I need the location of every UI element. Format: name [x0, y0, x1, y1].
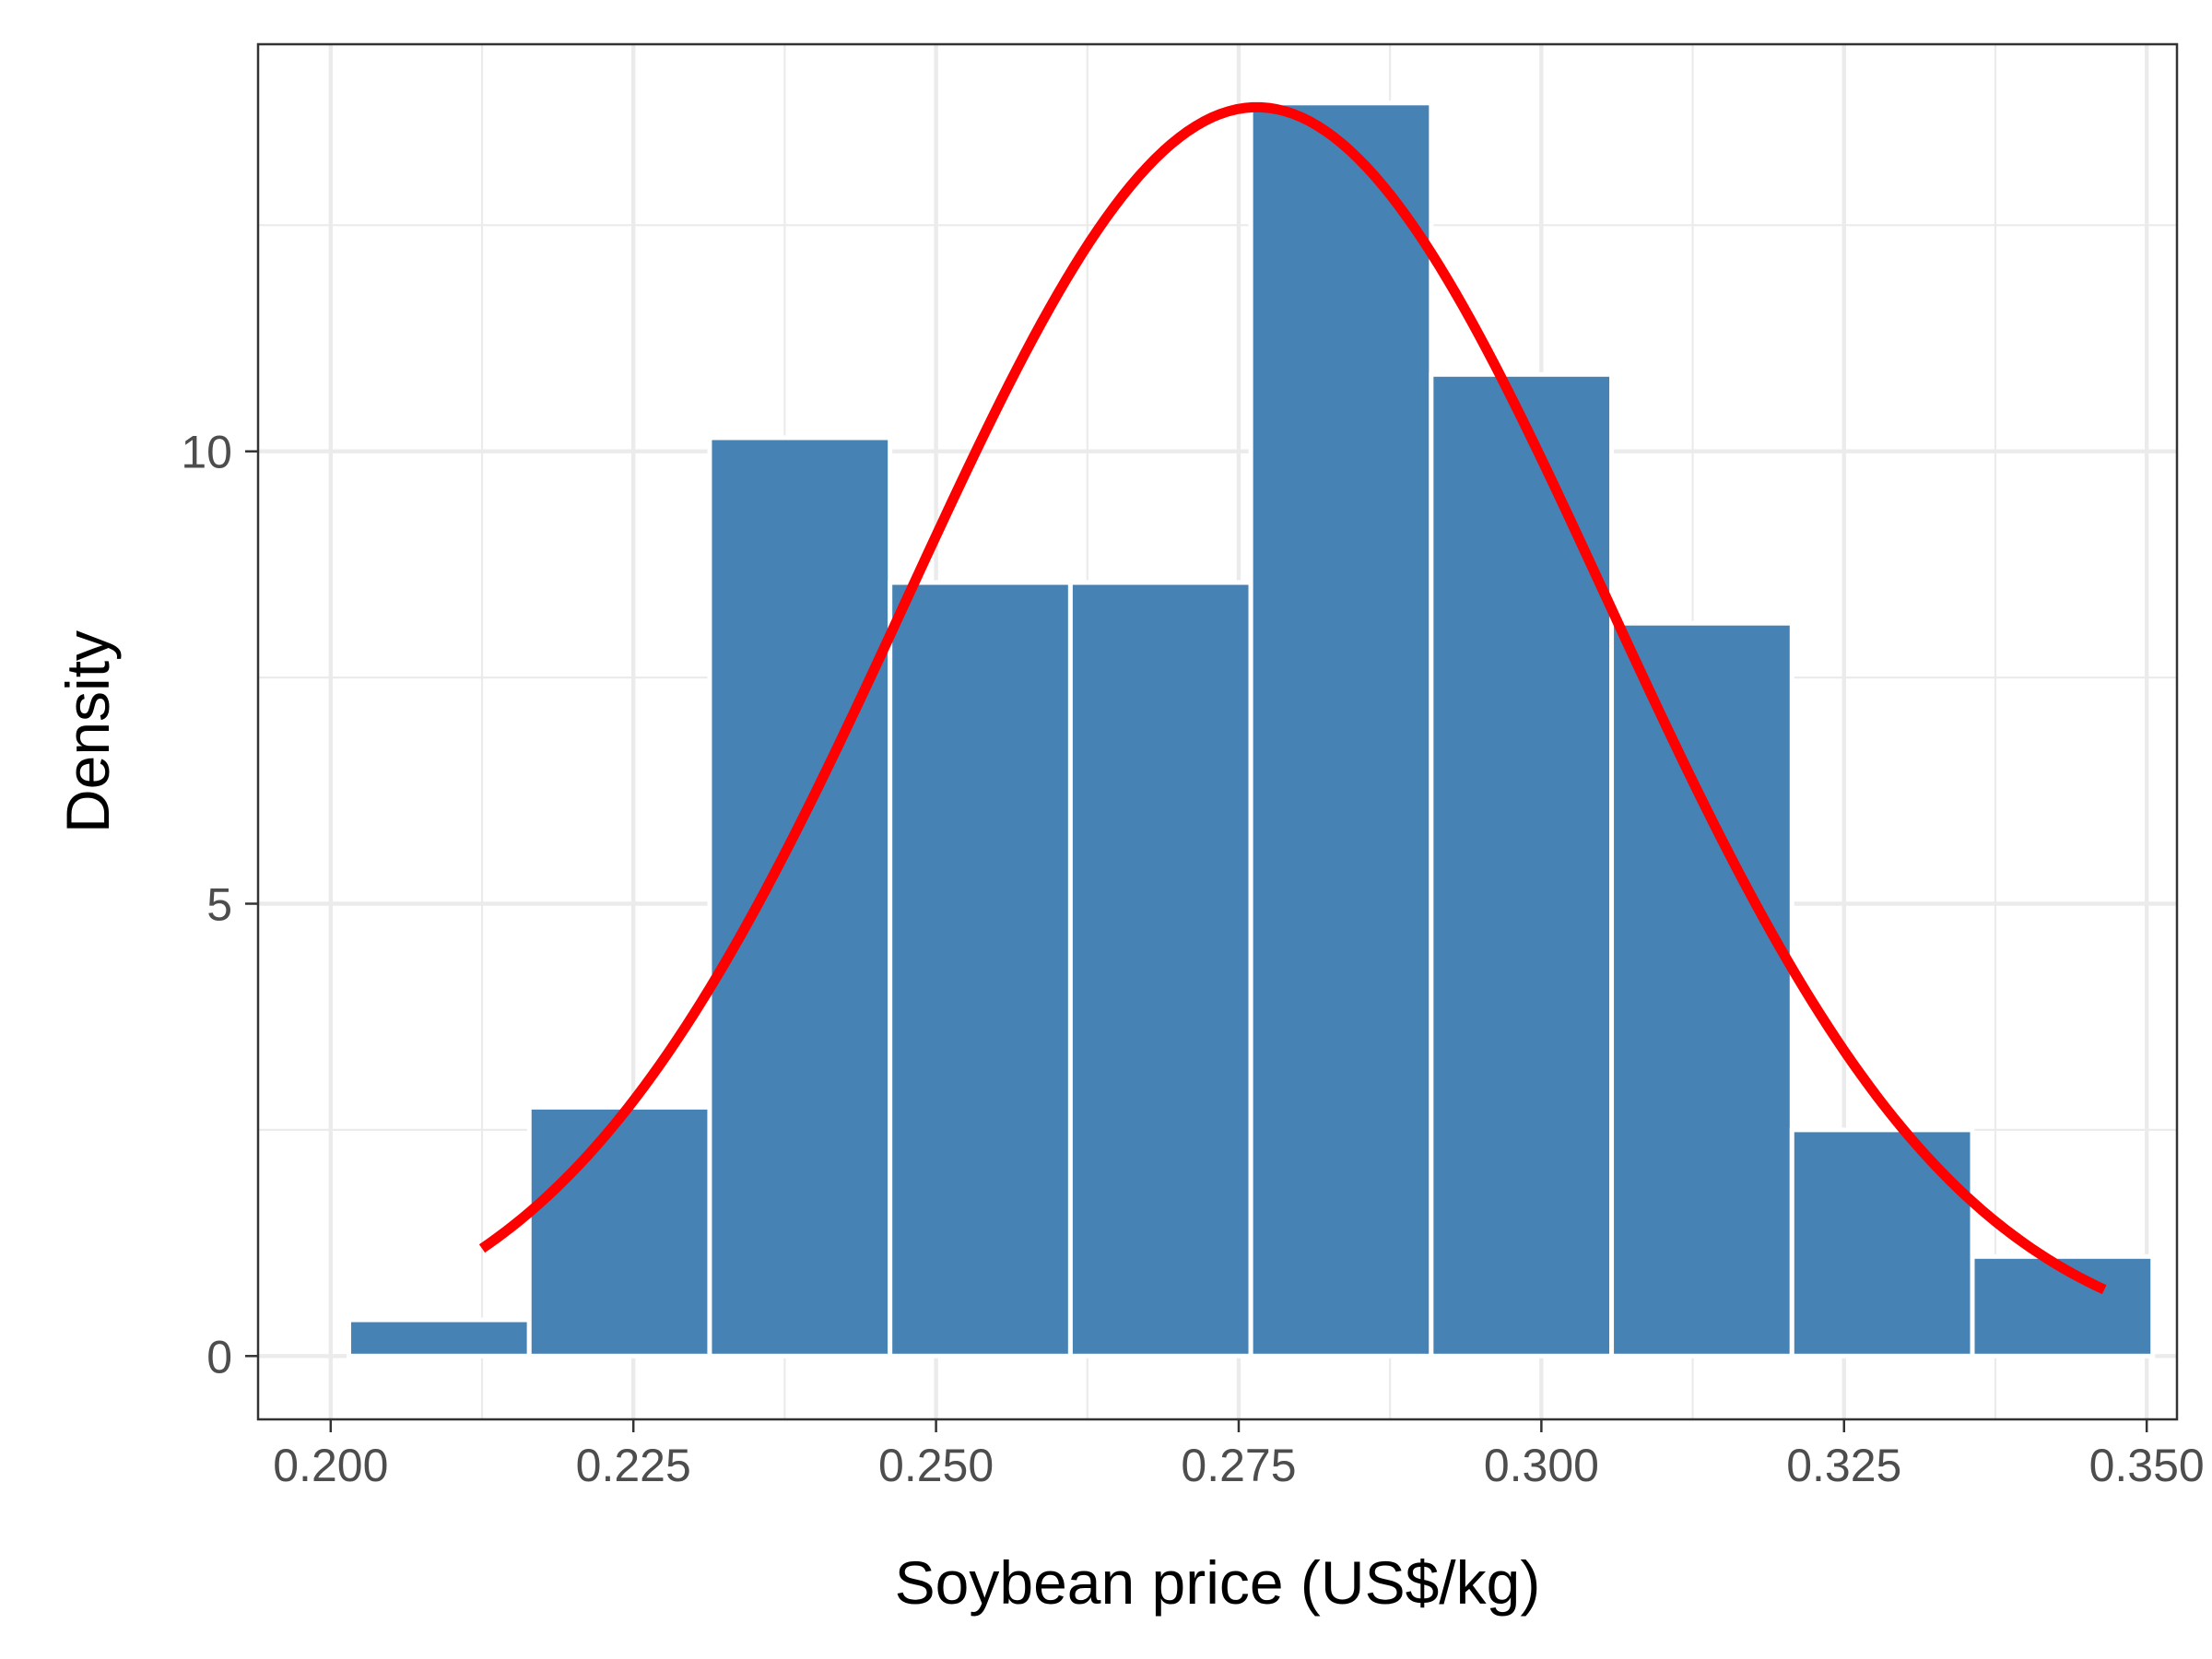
x-tick-labels: 0.200 0.225 0.250 0.275 0.300 0.325 0.350: [273, 1440, 2204, 1491]
x-tick-label-2: 0.250: [878, 1440, 994, 1491]
x-tick-label-4: 0.300: [1484, 1440, 1599, 1491]
histogram-bars: [347, 100, 2156, 1359]
histogram-bar-5: [1248, 100, 1434, 1359]
axis-ticks: [245, 450, 2148, 1432]
histogram-bar-2: [707, 435, 893, 1359]
histogram-bar-3: [888, 580, 1073, 1359]
histogram-bar-6: [1429, 371, 1615, 1359]
x-tick-label-6: 0.350: [2089, 1440, 2205, 1491]
histogram-bar-0: [347, 1317, 532, 1359]
normal-density-curve: [478, 101, 2107, 1295]
panel-border: [256, 42, 2179, 1421]
x-tick-label-5: 0.325: [1786, 1440, 1901, 1491]
histogram-bar-7: [1609, 620, 1794, 1359]
x-axis-title: Soybean price (US$/kg): [895, 1548, 1541, 1617]
histogram-bar-8: [1789, 1127, 1975, 1359]
x-tick-label-1: 0.225: [576, 1440, 691, 1491]
y-axis-title: Density: [53, 630, 122, 833]
histogram-bar-4: [1067, 580, 1253, 1359]
y-tick-label-0: 0: [206, 1331, 232, 1382]
x-tick-label-0: 0.200: [273, 1440, 388, 1491]
histogram-bar-1: [526, 1104, 712, 1359]
x-tick-label-3: 0.275: [1181, 1440, 1296, 1491]
y-tick-label-2: 10: [181, 427, 232, 478]
y-tick-labels: 0 5 10: [181, 427, 232, 1383]
y-tick-label-1: 5: [206, 879, 232, 931]
